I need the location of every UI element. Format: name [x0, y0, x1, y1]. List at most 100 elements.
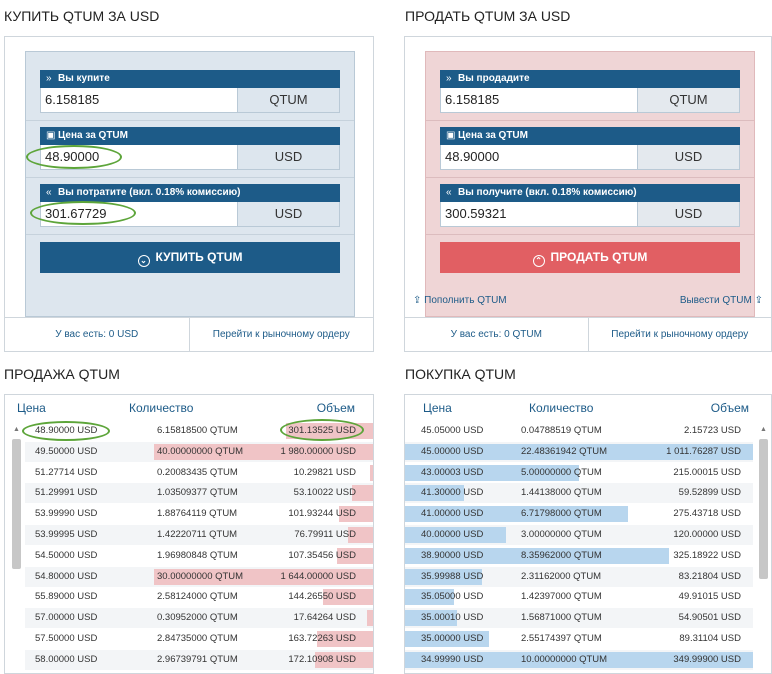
depth-bar [405, 610, 457, 627]
scroll-up-icon[interactable]: ▲ [13, 426, 20, 433]
table-row[interactable]: 35.99988 USD 2.31162000 QTUM 83.21804 USD [405, 566, 753, 587]
depth-bar [154, 568, 373, 585]
cell-amount: 1.56871000 QTUM [521, 612, 602, 624]
table-row[interactable]: 53.99995 USD 1.42220711 QTUM 76.79911 USD [25, 525, 373, 545]
table-row[interactable]: 51.29991 USD 1.03509377 QTUM 53.10022 USD [25, 483, 373, 504]
table-row[interactable]: 53.99990 USD 1.88764119 QTUM 101.93244 USD [25, 504, 373, 524]
price-tag-icon: ▣ [446, 130, 456, 141]
cell-volume: 172.10908 USD [288, 653, 356, 665]
deposit-link[interactable]: ⇪ Пополнить QTUM [413, 295, 507, 306]
divider [426, 234, 754, 235]
sell-footer: У вас есть: 0 QTUM Перейти к рыночному о… [405, 317, 771, 351]
cell-price: 48.90000 USD [35, 425, 98, 436]
cell-price: 34.99990 USD [421, 653, 484, 665]
depth-bar [339, 506, 373, 523]
cell-price: 38.90000 USD [421, 549, 484, 561]
sell-price-currency: USD [637, 145, 739, 169]
cell-volume: 54.90501 USD [678, 612, 741, 624]
sell-price-input[interactable]: 48.90000 [441, 145, 637, 169]
withdraw-link[interactable]: Вывести QTUM ⇪ [679, 295, 763, 306]
table-row[interactable]: 48.90000 USD 6.15818500 QTUM 301.13525 USD [25, 421, 373, 441]
table-row[interactable]: 40.00000 USD 3.00000000 QTUM 120.00000 USD [405, 525, 753, 545]
table-row[interactable]: 38.90000 USD 8.35962000 QTUM 325.18922 USD [405, 546, 753, 566]
cell-amount: 40.00000000 QTUM [157, 445, 244, 457]
scroll-up-icon[interactable]: ▲ [760, 426, 767, 433]
sell-form: » Вы продадите 6.158185 QTUM ▣ Цена за QTUM… [404, 36, 772, 352]
table-row[interactable]: 51.27714 USD 0.20083435 QTUM 10.29821 USD [25, 463, 373, 483]
table-row[interactable]: 54.50000 USD 1.96980848 QTUM 107.35456 USD [25, 546, 373, 566]
buy-balance[interactable]: У вас есть: 0 USD [5, 318, 190, 351]
buy-market-order-link[interactable]: Перейти к рыночному ордеру [212, 329, 350, 340]
cell-amount: 2.55174397 QTUM [521, 633, 602, 644]
col-price[interactable]: Цена [17, 401, 46, 415]
scrollbar-thumb[interactable] [759, 439, 768, 579]
buy-amount-input[interactable]: 6.158185 [41, 88, 237, 112]
depth-bar [405, 568, 482, 585]
depth-bar [405, 506, 628, 523]
double-chevron-left-icon: « [46, 187, 52, 198]
depth-bar [154, 443, 373, 460]
cell-volume: 144.26550 USD [288, 591, 356, 603]
table-row[interactable]: 43.00003 USD 5.00000000 QTUM 215.00015 USD [405, 463, 753, 483]
sell-price-field: ▣ Цена за QTUM 48.90000 USD [440, 127, 740, 170]
cell-amount: 5.00000000 QTUM [521, 466, 602, 478]
cell-price: 35.00010 USD [421, 612, 484, 624]
sell-amount-field: » Вы продадите 6.158185 QTUM [440, 70, 740, 113]
col-volume[interactable]: Объем [710, 401, 749, 415]
sell-amount-input[interactable]: 6.158185 [441, 88, 637, 112]
table-row[interactable]: 58.00000 USD 2.96739791 QTUM 172.10908 USD [25, 649, 373, 670]
cell-amount: 2.58124000 QTUM [157, 591, 238, 603]
cell-amount: 6.15818500 QTUM [157, 425, 238, 436]
buy-total-currency: USD [237, 202, 339, 226]
col-amount[interactable]: Количество [129, 401, 194, 415]
buy-button[interactable]: ⌄ КУПИТЬ QTUM [40, 242, 340, 273]
cell-volume: 59.52899 USD [678, 487, 741, 499]
table-row[interactable]: 45.05000 USD 0.04788519 QTUM 2.15723 USD [405, 421, 753, 441]
buy-total-field: «Вы потратите (вкл. 0.18% комиссию) 301.… [40, 184, 340, 227]
cell-amount: 2.31162000 QTUM [521, 570, 602, 582]
table-row[interactable]: 41.30000 USD 1.44138000 QTUM 59.52899 USD [405, 483, 753, 504]
sell-market-order-link[interactable]: Перейти к рыночному ордеру [611, 329, 749, 340]
sell-balance[interactable]: У вас есть: 0 QTUM [405, 318, 589, 351]
cell-amount: 1.42220711 QTUM [157, 529, 238, 540]
sell-total-input[interactable]: 300.59321 [441, 202, 637, 226]
cell-volume: 275.43718 USD [673, 508, 741, 520]
table-row[interactable]: 35.00010 USD 1.56871000 QTUM 54.90501 USD [405, 608, 753, 629]
table-row[interactable]: 35.05000 USD 1.42397000 QTUM 49.91015 USD [405, 587, 753, 607]
buy-form: » Вы купите 6.158185 QTUM ▣ Цена за QTUM 48… [4, 36, 374, 352]
table-row[interactable]: 57.00000 USD 0.30952000 QTUM 17.64264 USD [25, 608, 373, 629]
table-row[interactable]: 45.00000 USD 22.48361942 QTUM 1 011.76287 … [405, 441, 753, 462]
cell-amount: 6.71798000 QTUM [521, 508, 602, 520]
divider [26, 234, 354, 235]
withdraw-icon: ⇪ [754, 295, 763, 306]
table-row[interactable]: 49.50000 USD 40.00000000 QTUM 1 980.00000 … [25, 441, 373, 462]
col-price[interactable]: Цена [423, 401, 452, 415]
depth-bar [286, 423, 373, 439]
table-row[interactable]: 35.00000 USD 2.55174397 QTUM 89.31104 USD [405, 629, 753, 649]
cell-volume: 1 980.00000 USD [280, 445, 356, 457]
table-row[interactable]: 34.99990 USD 10.00000000 QTUM 349.99900 US… [405, 649, 753, 670]
buy-price-input[interactable]: 48.90000 [41, 145, 237, 169]
col-volume[interactable]: Объем [316, 401, 355, 415]
buy-price-currency: USD [237, 145, 339, 169]
cell-amount: 0.04788519 QTUM [521, 425, 602, 436]
table-row[interactable]: 55.89000 USD 2.58124000 QTUM 144.26550 USD [25, 587, 373, 607]
buy-total-input[interactable]: 301.67729 [41, 202, 237, 226]
scrollbar[interactable]: ▲ [758, 425, 769, 673]
cell-amount: 1.03509377 QTUM [157, 487, 238, 499]
scrollbar-thumb[interactable] [12, 439, 21, 569]
scrollbar[interactable]: ▲ [11, 425, 22, 673]
depth-bar [405, 547, 669, 564]
sell-total-field: «Вы получите (вкл. 0.18% комиссию) 300.5… [440, 184, 740, 227]
depth-bar [352, 485, 373, 502]
depth-bar [323, 589, 373, 606]
col-amount[interactable]: Количество [529, 401, 594, 415]
price-tag-icon: ▣ [46, 130, 56, 141]
table-row[interactable]: 54.80000 USD 30.00000000 QTUM 1 644.00000 … [25, 566, 373, 587]
table-row[interactable]: 57.50000 USD 2.84735000 QTUM 163.72263 USD [25, 629, 373, 649]
cell-amount: 30.00000000 QTUM [157, 570, 244, 582]
sell-total-currency: USD [637, 202, 739, 226]
buy-orderbook: Цена Количество Объем 45.05000 USD 0.0478… [404, 394, 772, 674]
table-row[interactable]: 41.00000 USD 6.71798000 QTUM 275.43718 USD [405, 504, 753, 524]
sell-button[interactable]: ⌃ ПРОДАТЬ QTUM [440, 242, 740, 273]
